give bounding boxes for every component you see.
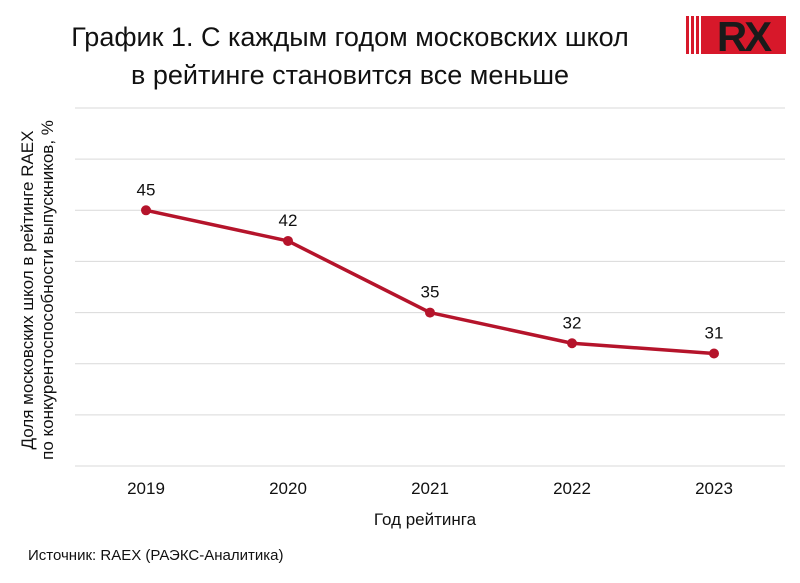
x-tick-label: 2023 — [695, 479, 733, 498]
x-tick-label: 2022 — [553, 479, 591, 498]
data-label: 42 — [279, 211, 298, 230]
data-point — [283, 235, 293, 246]
data-point — [567, 338, 577, 349]
source-note: Источник: RAEX (РАЭКС-Аналитика) — [28, 547, 284, 564]
y-axis-label-line-2: по конкурентоспособности выпускников, % — [38, 120, 57, 460]
chart-title-line-2: в рейтинге становится все меньше — [131, 60, 569, 90]
logo-text: RX — [717, 14, 772, 56]
x-axis-label: Год рейтинга — [374, 510, 477, 529]
x-tick-label: 2021 — [411, 479, 449, 498]
data-label: 45 — [137, 180, 156, 199]
data-point — [709, 348, 719, 359]
chart-title: График 1. С каждым годом московских школ… — [40, 18, 660, 94]
y-axis-label-line-1: Доля московских школ в рейтинге RAEX — [18, 131, 37, 450]
x-tick-label: 2020 — [269, 479, 307, 498]
data-points — [141, 205, 719, 359]
x-tick-label: 2019 — [127, 479, 165, 498]
data-labels: 45 42 35 32 31 — [137, 180, 724, 342]
x-tick-labels: 2019 2020 2021 2022 2023 — [127, 479, 733, 498]
data-label: 32 — [563, 313, 582, 332]
data-label: 31 — [705, 323, 724, 342]
data-point — [425, 307, 435, 318]
data-point — [141, 205, 151, 216]
y-axis-label: Доля московских школ в рейтинге RAEX по … — [18, 120, 57, 460]
raex-logo: RX — [686, 14, 786, 56]
data-label: 35 — [421, 283, 440, 302]
chart-title-line-1: График 1. С каждым годом московских школ — [71, 22, 629, 52]
logo-stripes — [686, 16, 699, 54]
logo-background — [701, 16, 786, 54]
